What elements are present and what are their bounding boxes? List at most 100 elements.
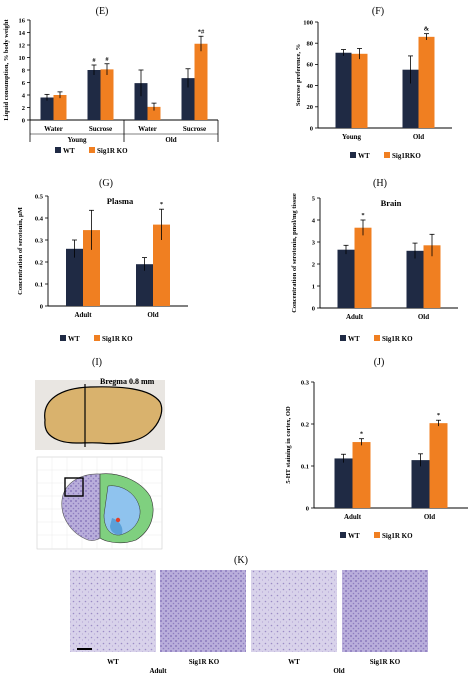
chart-f-bar (335, 52, 352, 128)
micrograph-label-1: WT (107, 658, 119, 666)
chart-h-title: Brain (381, 198, 402, 208)
chart-f-ytick-label: 20 (307, 104, 314, 111)
chart-e-ytick-label: 10 (19, 55, 26, 62)
chart-g-title: Plasma (107, 196, 134, 206)
panel-k-label: (K) (234, 555, 248, 566)
chart-e-significance: # (92, 57, 96, 64)
micrograph-group-adult: Adult (149, 667, 167, 675)
chart-h-legend-label: Sig1R KO (382, 335, 413, 343)
chart-e-legend-label: WT (63, 147, 75, 155)
chart-e-legend-swatch (55, 147, 61, 153)
chart-j-legend-swatch (340, 532, 346, 538)
panel-j-label: (J) (374, 357, 385, 368)
chart-j-xtick-label: Old (424, 513, 435, 521)
brain-sagittal-image (35, 380, 165, 450)
chart-f-ytick-label: 80 (307, 41, 314, 48)
chart-j-ytick-label: 0.1 (301, 463, 309, 470)
chart-e-group-label: Young (67, 136, 87, 144)
chart-j-bar (411, 460, 430, 508)
chart-e-xtick-label: Sucrose (183, 125, 206, 133)
chart-h-xtick-label: Old (418, 313, 429, 321)
chart-e-ytick-label: 16 (19, 17, 26, 24)
chart-h-ytick-label: 5 (312, 195, 316, 202)
chart-f-bar (351, 53, 368, 128)
chart-j-significance: * (360, 431, 363, 438)
chart-g-ytick-label: 0.4 (35, 215, 44, 222)
chart-g-ytick-label: 0.1 (35, 281, 43, 288)
chart-j-legend-label: WT (348, 532, 360, 540)
chart-j-significance: * (437, 412, 440, 419)
chart-e-xtick-label: Water (138, 125, 157, 133)
micrograph-label-2: Sig1R KO (189, 658, 220, 666)
chart-e-ytick-label: 0 (22, 117, 25, 124)
chart-h-ytick-label: 4 (312, 217, 316, 224)
bregma-label: Bregma 0.8 mm (100, 377, 155, 386)
chart-g-ytick-label: 0.5 (35, 193, 44, 200)
chart-j-ylabel: 5-HT staining in cortex, OD (285, 406, 292, 484)
chart-g-bar (66, 248, 83, 306)
chart-g-bar (153, 224, 170, 306)
chart-e-bar (40, 97, 54, 120)
chart-e-legend-swatch (89, 147, 95, 153)
chart-f-xtick-label: Old (413, 133, 424, 141)
chart-g-legend-label: Sig1R KO (102, 335, 133, 343)
chart-j-legend-swatch (374, 532, 380, 538)
chart-j-ytick-label: 0 (306, 505, 309, 512)
chart-e-ytick-label: 12 (19, 42, 26, 49)
chart-g-ylabel: Concentration of serotonin, µM (17, 207, 24, 295)
chart-h-bar (337, 249, 355, 308)
panel-e-label: (E) (96, 6, 109, 17)
chart-f-bar (418, 36, 435, 129)
chart-g-xtick-label: Adult (74, 311, 92, 319)
chart-j-ytick-label: 0.3 (301, 379, 310, 386)
chart-e-bar (53, 95, 67, 120)
chart-g-ytick-label: 0 (40, 303, 43, 310)
chart-j-ytick-label: 0.2 (301, 421, 309, 428)
chart-f-legend-label: WT (358, 152, 370, 160)
chart-j-bar (429, 423, 448, 508)
chart-g-legend-label: WT (68, 335, 80, 343)
chart-e-bar (194, 43, 208, 120)
brain-coronal-atlas (36, 456, 163, 550)
panel-g-label: (G) (99, 178, 113, 189)
chart-f-ylabel: Sucrose preference, % (295, 44, 302, 106)
panel-f-label: (F) (372, 6, 384, 17)
chart-e-ytick-label: 8 (22, 67, 26, 74)
chart-f-legend-swatch (384, 152, 390, 158)
chart-f-xtick-label: Young (342, 133, 362, 141)
chart-g-legend-swatch (94, 335, 100, 341)
chart-g-significance: * (160, 201, 163, 208)
panel-h-label: (H) (373, 178, 387, 189)
chart-e-xtick-label: Water (44, 125, 63, 133)
chart-e-ytick-label: 2 (22, 105, 25, 112)
micrograph-group-old: Old (333, 667, 344, 675)
chart-e-bar (134, 83, 148, 120)
chart-h-legend-label: WT (348, 335, 360, 343)
chart-h-legend-swatch (374, 335, 380, 341)
chart-g-xtick-label: Old (147, 311, 158, 319)
chart-e-ytick-label: 14 (19, 30, 26, 37)
chart-h-significance: * (361, 212, 364, 219)
chart-e-ytick-label: 4 (22, 92, 26, 99)
chart-j-xtick-label: Adult (344, 513, 362, 521)
micrograph-row (70, 570, 428, 652)
chart-e-legend-label: Sig1R KO (97, 147, 128, 155)
chart-h-bar (406, 250, 424, 308)
chart-e-xtick-label: Sucrose (89, 125, 112, 133)
chart-h-ytick-label: 1 (312, 283, 315, 290)
chart-h-ytick-label: 2 (312, 261, 315, 268)
chart-h-xtick-label: Adult (346, 313, 364, 321)
chart-e-ylabel: Liquid consumption, % body weight (3, 19, 10, 121)
chart-f-bar (402, 69, 419, 128)
chart-h-ytick-label: 0 (312, 305, 315, 312)
chart-e-bar (87, 70, 101, 120)
panel-i-label: (I) (92, 357, 102, 368)
chart-g-legend-swatch (60, 335, 66, 341)
chart-e-significance: # (105, 56, 109, 63)
chart-f-ytick-label: 100 (303, 19, 313, 26)
chart-e-group-label: Old (165, 136, 176, 144)
chart-h-bar (423, 245, 441, 308)
micrograph-label-4: Sig1R KO (370, 658, 401, 666)
